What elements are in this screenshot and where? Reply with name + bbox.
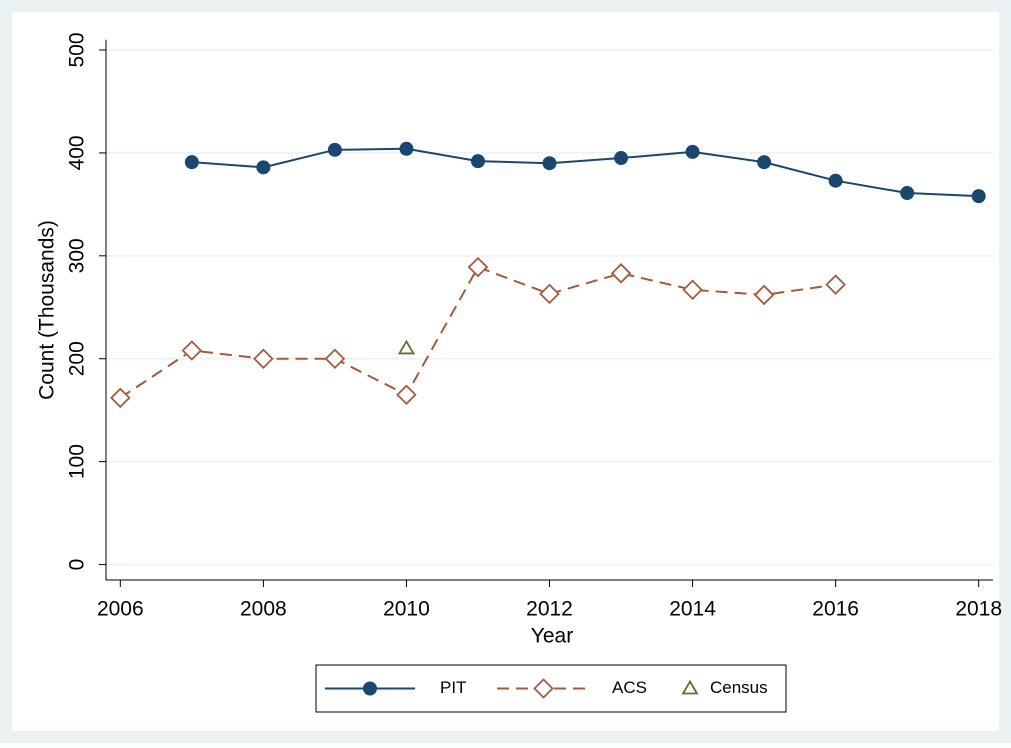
- series-line: [191, 147, 979, 198]
- x-tick-label: 2016: [812, 598, 859, 621]
- point: [828, 173, 843, 188]
- x-tick-label: 2012: [526, 598, 573, 621]
- point: [610, 263, 632, 284]
- y-tick-label: 200: [66, 341, 89, 376]
- point: [825, 274, 846, 295]
- y-tick-label: 400: [66, 135, 89, 170]
- legend-label: PIT: [440, 678, 466, 697]
- x-tick-label: 2008: [240, 598, 287, 621]
- series-line: [119, 265, 836, 399]
- point: [971, 189, 986, 204]
- y-tick-label: 300: [66, 238, 89, 273]
- point: [397, 339, 416, 355]
- point: [685, 144, 700, 159]
- point: [539, 283, 560, 305]
- point: [542, 156, 557, 171]
- point: [396, 384, 417, 406]
- legend-label: Census: [710, 678, 768, 697]
- point: [682, 279, 703, 301]
- point: [753, 284, 775, 306]
- x-tick-label: 2018: [955, 598, 1002, 621]
- point: [900, 186, 915, 201]
- point: [181, 340, 203, 361]
- y-tick-label: 500: [66, 32, 89, 67]
- x-tick-label: 2010: [383, 598, 430, 621]
- point: [256, 160, 271, 175]
- legend-label: ACS: [612, 678, 647, 697]
- point: [324, 348, 346, 370]
- legend-marker: [681, 679, 699, 695]
- x-tick-label: 2014: [669, 598, 716, 621]
- point: [757, 155, 772, 170]
- point: [327, 142, 342, 157]
- point: [253, 348, 274, 370]
- x-axis-title: Year: [531, 625, 573, 648]
- plot-region: [12, 12, 999, 731]
- point: [110, 387, 131, 409]
- legend-marker: [363, 681, 377, 696]
- legend-marker: [533, 678, 554, 699]
- point: [614, 151, 629, 166]
- point: [184, 155, 199, 170]
- point: [467, 256, 489, 278]
- y-tick-label: 0: [66, 559, 89, 571]
- y-axis-title: Count (Thousands): [36, 220, 59, 400]
- y-tick-label: 100: [66, 444, 89, 479]
- x-tick-label: 2006: [97, 598, 144, 621]
- point: [470, 154, 485, 169]
- point: [399, 141, 414, 156]
